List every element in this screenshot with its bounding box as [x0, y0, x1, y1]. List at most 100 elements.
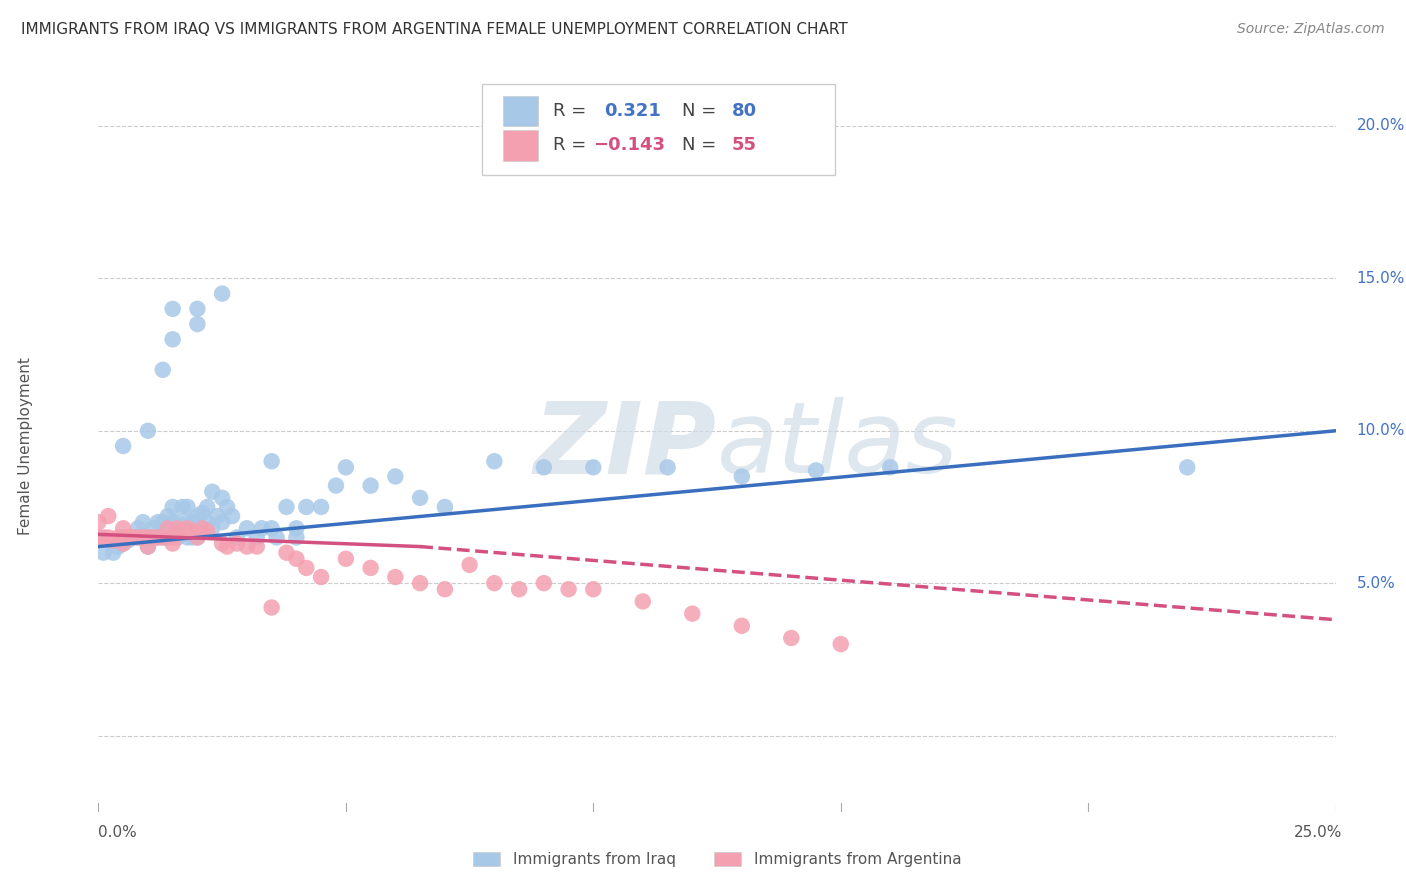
Point	[176, 515, 198, 529]
Point	[191, 506, 214, 520]
Point	[221, 509, 243, 524]
Point	[780, 631, 803, 645]
Point	[97, 530, 120, 544]
Point	[103, 533, 125, 548]
Point	[533, 460, 555, 475]
Point	[156, 530, 179, 544]
Point	[117, 533, 139, 548]
Point	[181, 530, 204, 544]
Point	[260, 454, 283, 468]
Point	[335, 551, 357, 566]
Point	[226, 530, 249, 544]
Text: N =: N =	[682, 136, 723, 154]
Text: N =: N =	[682, 102, 723, 120]
Point	[152, 530, 174, 544]
Point	[112, 530, 135, 544]
Point	[205, 509, 228, 524]
Point	[186, 530, 208, 544]
Point	[93, 546, 115, 560]
Point	[681, 607, 703, 621]
Point	[191, 521, 214, 535]
Point	[1175, 460, 1198, 475]
Point	[162, 521, 184, 535]
Point	[162, 500, 184, 514]
Point	[122, 530, 145, 544]
Point	[226, 536, 249, 550]
Point	[285, 551, 308, 566]
Point	[162, 536, 184, 550]
Point	[162, 301, 184, 316]
Point	[309, 500, 332, 514]
Point	[731, 619, 754, 633]
Text: R =: R =	[553, 136, 592, 154]
Point	[112, 536, 135, 550]
Text: 80: 80	[733, 102, 756, 120]
Point	[246, 530, 269, 544]
Point	[181, 524, 204, 539]
Point	[217, 540, 239, 554]
Point	[384, 570, 406, 584]
Point	[166, 530, 188, 544]
Point	[309, 570, 332, 584]
Point	[87, 515, 110, 529]
Text: ZIP: ZIP	[534, 398, 717, 494]
Text: Source: ZipAtlas.com: Source: ZipAtlas.com	[1237, 22, 1385, 37]
Point	[804, 463, 827, 477]
Point	[166, 521, 188, 535]
Point	[146, 515, 169, 529]
Point	[195, 515, 218, 529]
Point	[117, 530, 139, 544]
Point	[136, 424, 159, 438]
Point	[152, 363, 174, 377]
Text: 0.0%: 0.0%	[98, 825, 138, 840]
Point	[172, 500, 194, 514]
Point	[484, 454, 506, 468]
Point	[191, 521, 214, 535]
Point	[186, 530, 208, 544]
Point	[236, 540, 259, 554]
Point	[142, 521, 165, 535]
Point	[582, 460, 605, 475]
Point	[146, 530, 169, 544]
Point	[657, 460, 679, 475]
Bar	[503, 95, 537, 127]
Point	[186, 301, 208, 316]
Point	[127, 521, 149, 535]
Bar	[503, 130, 537, 161]
Point	[246, 540, 269, 554]
Point	[186, 509, 208, 524]
Point	[176, 500, 198, 514]
Point	[162, 515, 184, 529]
Point	[195, 524, 218, 539]
Legend: Immigrants from Iraq, Immigrants from Argentina: Immigrants from Iraq, Immigrants from Ar…	[467, 847, 967, 873]
Point	[433, 500, 456, 514]
Point	[176, 530, 198, 544]
Point	[384, 469, 406, 483]
Point	[295, 561, 318, 575]
Point	[181, 515, 204, 529]
Point	[325, 478, 347, 492]
Point	[142, 530, 165, 544]
Point	[156, 509, 179, 524]
Point	[211, 491, 233, 505]
Point	[260, 600, 283, 615]
Point	[172, 521, 194, 535]
Point	[201, 484, 224, 499]
Point	[136, 530, 159, 544]
Text: 10.0%: 10.0%	[1357, 424, 1405, 438]
Point	[136, 530, 159, 544]
Point	[295, 500, 318, 514]
FancyBboxPatch shape	[482, 84, 835, 176]
Point	[136, 540, 159, 554]
Point	[127, 530, 149, 544]
Point	[97, 509, 120, 524]
Point	[731, 469, 754, 483]
Point	[186, 317, 208, 331]
Point	[879, 460, 901, 475]
Point	[335, 460, 357, 475]
Point	[136, 530, 159, 544]
Point	[250, 521, 273, 535]
Point	[172, 524, 194, 539]
Point	[533, 576, 555, 591]
Point	[201, 521, 224, 535]
